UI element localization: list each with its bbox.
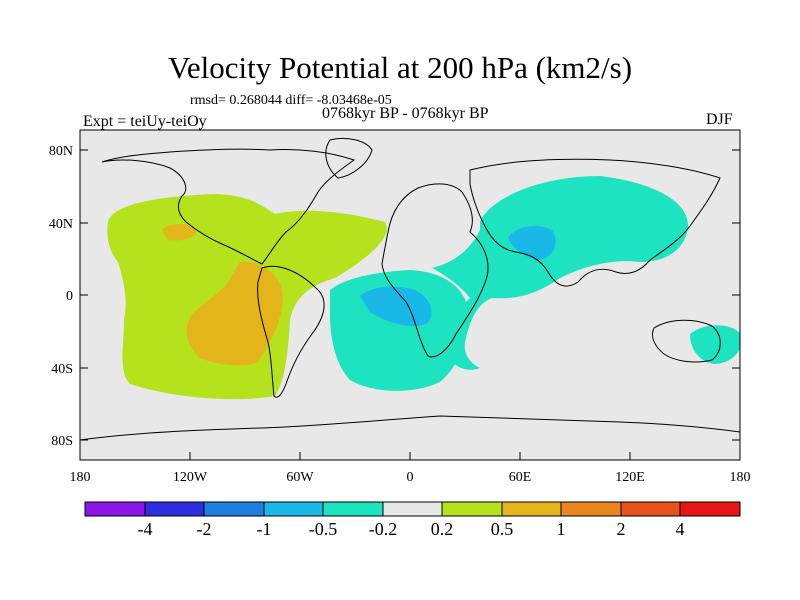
lon-label-120e: 120E: [615, 470, 645, 485]
coastline-greenland: [325, 137, 373, 179]
coastline-north-america: [101, 148, 356, 265]
colorbar-box-5: [382, 501, 443, 517]
colorbar-box-9: [620, 501, 681, 517]
map-title: Velocity Potential at 200 hPa (km2/s): [167, 50, 633, 85]
colorbar-box-8: [560, 501, 622, 517]
lat-label-80s: 80S: [51, 434, 73, 449]
experiment-label: Expt = teiUy-teiOy: [83, 113, 207, 130]
lat-label-40s: 40S: [51, 362, 73, 377]
contour-negative-mid-africa: [360, 286, 432, 327]
lon-label-180w: 180: [70, 470, 91, 485]
colorbar-label-0: -4: [138, 519, 153, 539]
coastlines: [80, 137, 740, 441]
contour-negative-weak-australia: [690, 325, 740, 364]
coastline-australia: [651, 319, 721, 363]
lon-label-180e: 180: [730, 470, 751, 485]
colorbar-label-2: -1: [257, 519, 272, 539]
colorbar-label-6: 0.5: [491, 519, 514, 539]
colorbar-box-10: [679, 501, 741, 517]
coastline-asia: [469, 158, 721, 287]
lon-ticks: [79, 452, 741, 460]
lon-label-60w: 60W: [286, 470, 314, 485]
colorbar-label-7: 1: [557, 519, 566, 539]
contour-positive-mid: [186, 261, 283, 366]
lat-ticks: [80, 149, 740, 441]
coastline-europe-africa: [381, 183, 489, 358]
colorbar-box-7: [501, 501, 562, 517]
season-label: DJF: [706, 111, 733, 128]
period-label: 0768kyr BP - 0768kyr BP: [322, 105, 489, 122]
colorbar: [84, 501, 741, 517]
lat-label-80n: 80N: [49, 144, 73, 159]
lon-label-60e: 60E: [509, 470, 532, 485]
colorbar-label-4: -0.2: [369, 519, 398, 539]
contour-positive-mid-north: [162, 224, 197, 241]
coastline-antarctica: [80, 415, 740, 441]
colorbar-box-3: [263, 501, 324, 517]
stats-label: rmsd= 0.268044 diff= -8.03468e-05: [190, 93, 392, 108]
colorbar-box-1: [144, 501, 205, 517]
colorbar-box-4: [322, 501, 384, 517]
lon-label-0: 0: [407, 470, 414, 485]
colorbar-label-5: 0.2: [431, 519, 454, 539]
contour-negative-weak: [432, 176, 689, 370]
colorbar-box-2: [203, 501, 265, 517]
lat-label-equator: 0: [66, 289, 73, 304]
colorbar-label-3: -0.5: [309, 519, 338, 539]
colorbar-label-1: -2: [197, 519, 212, 539]
coastline-south-america: [257, 265, 325, 398]
colorbar-label-8: 2: [617, 519, 626, 539]
colorbar-box-6: [441, 501, 503, 517]
lat-label-40n: 40N: [49, 217, 73, 232]
lon-label-120w: 120W: [173, 470, 208, 485]
contour-negative-mid-asia: [508, 225, 556, 260]
colorbar-box-0: [84, 501, 146, 517]
colorbar-label-9: 4: [676, 519, 685, 539]
